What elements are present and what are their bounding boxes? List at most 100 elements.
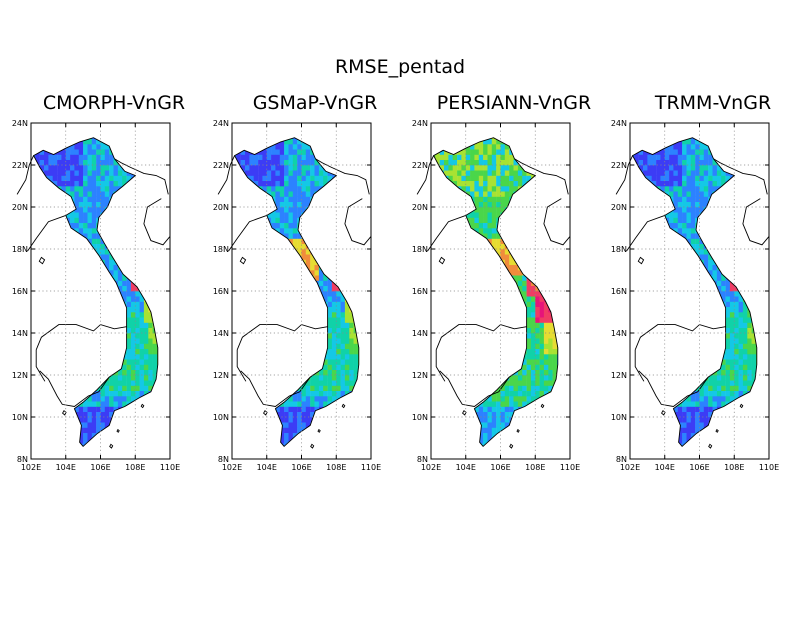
rmse-cell: [117, 438, 123, 444]
rmse-cell: [148, 144, 153, 150]
rmse-cell: [491, 443, 497, 447]
rmse-cell: [78, 270, 84, 276]
rmse-cell: [292, 280, 298, 286]
rmse-cell: [253, 280, 259, 286]
rmse-cell: [113, 217, 119, 223]
rmse-cell: [318, 380, 324, 386]
rmse-cell: [48, 138, 53, 145]
rmse-cell: [266, 243, 272, 250]
rmse-cell: [301, 191, 307, 197]
rmse-cell: [314, 233, 320, 239]
rmse-cell: [344, 443, 350, 447]
rmse-cell: [275, 144, 280, 150]
rmse-cell: [70, 243, 75, 250]
rmse-cell: [249, 249, 254, 255]
rmse-cell: [439, 427, 445, 433]
rmse-cell: [122, 380, 127, 386]
rmse-cell: [266, 270, 272, 276]
rmse-cell: [65, 186, 71, 192]
rmse-cell: [109, 175, 114, 181]
rmse-cell: [310, 359, 315, 365]
rmse-cell: [362, 391, 367, 397]
rmse-cell: [78, 238, 84, 244]
rmse-cell: [148, 217, 153, 223]
rmse-cell: [48, 306, 53, 313]
rmse-cell: [491, 191, 497, 197]
rmse-cell: [474, 238, 479, 244]
rmse-cell: [253, 137, 259, 139]
rmse-cell: [161, 233, 166, 239]
rmse-cell: [139, 159, 145, 166]
rmse-cell: [236, 175, 241, 181]
island: [239, 256, 247, 265]
rmse-cell: [474, 243, 479, 250]
rmse-cell: [353, 228, 359, 234]
rmse-cell: [143, 159, 149, 166]
rmse-cell: [33, 270, 36, 276]
rmse-cell: [340, 137, 346, 139]
rmse-cell: [301, 228, 307, 234]
rmse-cell: [349, 317, 354, 323]
rmse-cell: [245, 238, 250, 244]
rmse-cell: [275, 422, 280, 428]
rmse-cell: [52, 396, 58, 402]
rmse-cell: [362, 134, 367, 140]
rmse-cell: [143, 401, 149, 407]
rmse-cell: [52, 285, 58, 292]
rmse-cell: [483, 275, 488, 281]
rmse-cell: [444, 422, 449, 428]
rmse-cell: [271, 438, 276, 444]
rmse-cell: [292, 380, 298, 386]
rmse-cell: [234, 301, 237, 307]
rmse-cell: [135, 212, 140, 218]
rmse-cell: [292, 270, 298, 276]
rmse-cell: [100, 306, 106, 313]
rmse-cell: [279, 191, 285, 197]
rmse-cell: [292, 317, 298, 323]
rmse-cell: [271, 233, 276, 239]
rmse-cell: [457, 411, 462, 418]
rmse-cell: [358, 432, 359, 439]
rmse-cell: [271, 312, 276, 318]
rmse-cell: [284, 180, 289, 187]
rmse-cell: [161, 291, 166, 297]
rmse-cell: [353, 369, 359, 376]
rmse-cell: [35, 243, 40, 250]
rmse-cell: [245, 432, 250, 439]
rmse-cell: [327, 201, 333, 208]
rmse-cell: [100, 228, 106, 234]
rmse-cell: [117, 228, 123, 234]
rmse-cell: [491, 170, 497, 176]
rmse-cell: [448, 343, 453, 349]
rmse-cell: [444, 364, 449, 370]
rmse-cell: [33, 222, 36, 229]
rmse-cell: [249, 422, 254, 428]
rmse-cell: [474, 333, 479, 339]
rmse-cell: [48, 312, 53, 318]
rmse-cell: [245, 170, 250, 176]
rmse-cell: [96, 144, 101, 150]
rmse-cell: [266, 196, 272, 202]
rmse-cell: [362, 212, 367, 218]
rmse-cell: [284, 411, 289, 418]
rmse-cell: [439, 443, 445, 447]
rmse-cell: [245, 401, 250, 407]
rmse-cell: [258, 390, 263, 397]
rmse-cell: [139, 275, 145, 281]
rmse-cell: [318, 175, 324, 181]
rmse-cell: [461, 369, 466, 376]
border-line: [315, 158, 370, 195]
rmse-cell: [91, 411, 97, 418]
rmse-cell: [271, 364, 276, 370]
rmse-cell: [500, 401, 506, 407]
rmse-cell: [143, 285, 149, 292]
rmse-cell: [236, 285, 241, 292]
rmse-cell: [349, 264, 354, 271]
rmse-cell: [91, 159, 97, 166]
rmse-cell: [491, 432, 497, 439]
rmse-cell: [362, 302, 367, 308]
rmse-cell: [349, 259, 354, 265]
rmse-cell: [258, 180, 263, 187]
rmse-cell: [362, 186, 367, 192]
rmse-cell: [331, 201, 337, 208]
